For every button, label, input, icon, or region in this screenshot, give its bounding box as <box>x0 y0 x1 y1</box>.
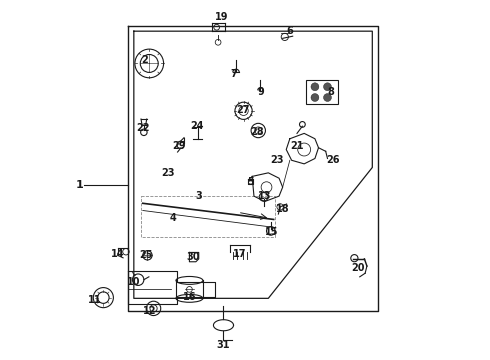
Text: 24: 24 <box>190 121 203 131</box>
Text: 9: 9 <box>258 87 265 97</box>
Text: 14: 14 <box>111 248 124 258</box>
Text: 19: 19 <box>215 12 228 22</box>
Text: 29: 29 <box>172 141 185 151</box>
Text: 31: 31 <box>217 340 230 350</box>
Text: 22: 22 <box>136 123 149 133</box>
Text: 30: 30 <box>186 252 200 262</box>
Text: 12: 12 <box>143 306 157 316</box>
Text: 23: 23 <box>270 155 284 165</box>
Text: 26: 26 <box>326 155 340 165</box>
Circle shape <box>311 83 319 91</box>
Text: 8: 8 <box>328 87 335 97</box>
Text: 2: 2 <box>141 55 148 65</box>
Text: 18: 18 <box>276 204 290 214</box>
Text: 5: 5 <box>247 177 254 187</box>
Circle shape <box>311 94 319 102</box>
Text: 21: 21 <box>290 141 304 151</box>
Text: 13: 13 <box>258 191 271 201</box>
Text: 20: 20 <box>351 263 365 273</box>
Text: 23: 23 <box>161 168 174 178</box>
Text: 4: 4 <box>170 213 177 222</box>
Text: 7: 7 <box>231 69 238 79</box>
Circle shape <box>323 94 331 102</box>
Text: 17: 17 <box>233 248 246 258</box>
Text: 10: 10 <box>127 277 141 287</box>
Text: 25: 25 <box>140 250 153 260</box>
Text: 11: 11 <box>88 295 101 305</box>
Text: 16: 16 <box>183 292 196 302</box>
Text: 3: 3 <box>195 191 202 201</box>
Circle shape <box>323 83 331 91</box>
Text: 6: 6 <box>287 26 293 36</box>
Text: 27: 27 <box>237 105 250 115</box>
Text: 28: 28 <box>251 127 265 136</box>
Text: 1: 1 <box>76 180 84 190</box>
Text: 15: 15 <box>265 227 279 237</box>
